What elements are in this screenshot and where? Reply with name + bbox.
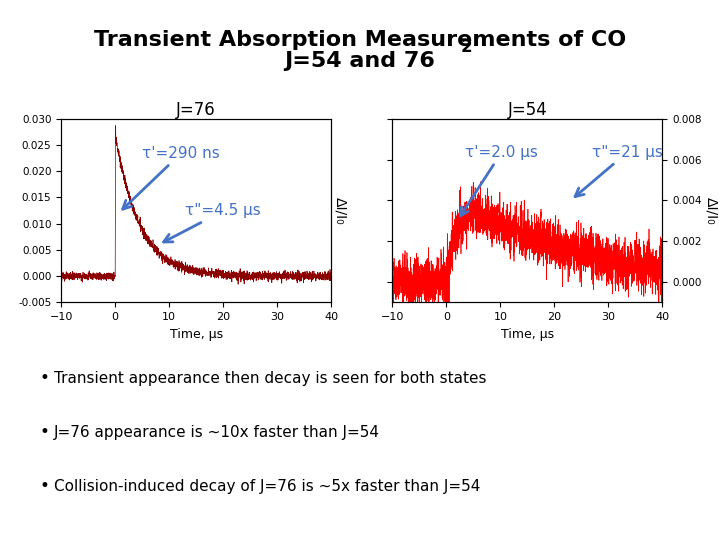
Text: τ"=21 μs: τ"=21 μs xyxy=(575,145,663,197)
Text: •: • xyxy=(40,369,50,387)
Text: Collision-induced decay of J=76 is ~5x faster than J=54: Collision-induced decay of J=76 is ~5x f… xyxy=(54,478,480,494)
Text: Transient Absorption Measurements of CO: Transient Absorption Measurements of CO xyxy=(94,30,626,50)
Text: τ"=4.5 μs: τ"=4.5 μs xyxy=(163,204,261,242)
X-axis label: Time, μs: Time, μs xyxy=(501,328,554,341)
Text: •: • xyxy=(40,477,50,495)
Text: J=76 appearance is ~10x faster than J=54: J=76 appearance is ~10x faster than J=54 xyxy=(54,424,380,440)
Text: J=54 and 76: J=54 and 76 xyxy=(284,51,436,71)
Text: •: • xyxy=(40,423,50,441)
Text: τ'=290 ns: τ'=290 ns xyxy=(122,146,220,209)
Text: 2: 2 xyxy=(461,38,472,56)
Y-axis label: ΔI/I₀: ΔI/I₀ xyxy=(704,197,719,225)
Text: Transient appearance then decay is seen for both states: Transient appearance then decay is seen … xyxy=(54,370,487,386)
Title: J=76: J=76 xyxy=(176,100,216,119)
Text: τ'=2.0 μs: τ'=2.0 μs xyxy=(460,145,538,216)
Y-axis label: ΔI/I₀: ΔI/I₀ xyxy=(334,197,348,225)
Title: J=54: J=54 xyxy=(508,100,547,119)
X-axis label: Time, μs: Time, μs xyxy=(170,328,222,341)
